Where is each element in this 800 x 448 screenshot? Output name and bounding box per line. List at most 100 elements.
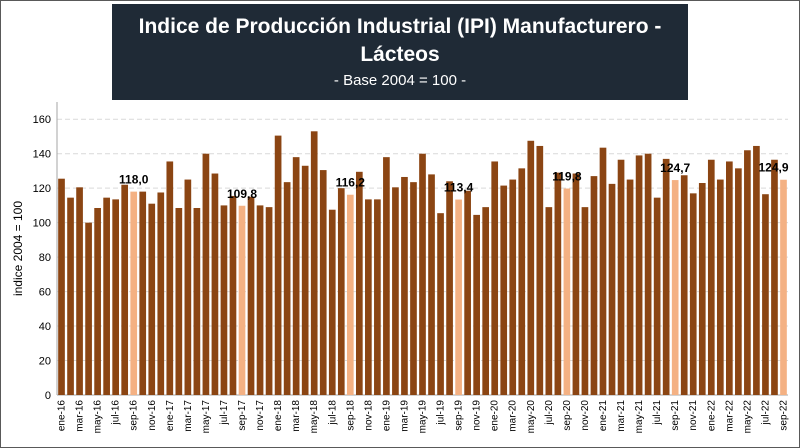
x-tick-label: nov-18 <box>363 400 374 431</box>
y-tick-label: 80 <box>39 252 51 264</box>
bar <box>563 188 571 395</box>
bar <box>310 131 318 396</box>
x-tick-label: ene-16 <box>57 400 68 432</box>
bar <box>581 207 589 395</box>
bar <box>76 187 83 395</box>
bar <box>139 191 147 395</box>
x-tick-label: ene-18 <box>273 400 284 432</box>
bar <box>545 207 553 395</box>
bar <box>166 161 174 395</box>
bar <box>554 172 562 395</box>
x-tick-label: mar-22 <box>724 400 735 432</box>
bar <box>355 171 363 395</box>
bar <box>744 150 751 395</box>
bar <box>671 180 679 395</box>
bar <box>328 209 336 395</box>
bar <box>85 222 92 395</box>
bar <box>509 179 517 395</box>
x-tick-label: sep-18 <box>345 400 356 431</box>
x-tick-label: jul-17 <box>219 400 230 426</box>
y-axis-label: indice 2004 = 100 <box>11 201 25 296</box>
chart-subtitle: - Base 2004 = 100 - <box>333 72 467 89</box>
x-tick-label: jul-20 <box>544 400 555 426</box>
data-label: 124,7 <box>660 161 690 175</box>
bar <box>374 199 381 395</box>
x-tick-label: mar-16 <box>75 400 86 432</box>
data-label: 118,0 <box>119 173 149 187</box>
bar <box>572 173 580 395</box>
bar <box>401 176 408 395</box>
x-tick-label: ene-17 <box>165 400 176 432</box>
x-tick-label: ene-19 <box>381 400 392 432</box>
data-label: 113,4 <box>444 181 474 195</box>
bar <box>265 207 273 395</box>
bar <box>211 173 219 395</box>
title-box: Indice de Producción Industrial (IPI) Ma… <box>112 4 688 100</box>
x-tick-label: mar-21 <box>616 400 627 432</box>
x-tick-label: mar-17 <box>183 400 194 432</box>
x-tick-label: jul-19 <box>436 400 447 426</box>
bar <box>726 161 733 395</box>
x-tick-label: ene-21 <box>598 400 609 432</box>
bar <box>193 207 201 395</box>
x-tick-label: mar-19 <box>399 400 410 432</box>
bar <box>175 207 183 395</box>
bar <box>220 205 228 395</box>
x-tick-label: may-22 <box>742 400 753 434</box>
bar <box>762 194 769 395</box>
x-tick-label: sep-21 <box>670 400 681 431</box>
bar <box>771 159 778 395</box>
bar <box>157 192 165 395</box>
bar <box>780 179 787 395</box>
bar <box>473 214 480 395</box>
bar <box>689 193 697 395</box>
y-tick-label: 20 <box>39 356 51 368</box>
bar <box>301 165 309 395</box>
x-tick-label: sep-20 <box>562 400 573 431</box>
bar <box>446 181 453 395</box>
bar <box>383 157 390 395</box>
bar <box>518 168 526 395</box>
x-tick-label: mar-18 <box>291 400 302 432</box>
bar <box>247 196 255 395</box>
bar <box>283 182 291 395</box>
y-tick-label: 0 <box>45 390 51 402</box>
bar <box>437 213 444 395</box>
x-tick-label: sep-16 <box>129 400 140 431</box>
x-tick-label: may-20 <box>526 400 537 434</box>
bar <box>635 155 643 395</box>
bar <box>617 159 625 395</box>
bar <box>337 188 345 395</box>
bar <box>184 179 192 395</box>
bar <box>455 199 462 395</box>
data-label: 119,8 <box>552 170 582 184</box>
bar <box>58 178 65 395</box>
x-tick-label: sep-19 <box>454 400 465 431</box>
y-tick-label: 40 <box>39 321 51 333</box>
y-tick-label: 160 <box>33 114 51 126</box>
chart-title: Indice de Producción Industrial (IPI) Ma… <box>138 15 662 66</box>
y-tick-label: 120 <box>33 183 51 195</box>
bar <box>229 195 237 395</box>
y-tick-label: 60 <box>39 287 51 299</box>
bar <box>238 205 246 395</box>
data-label: 109,8 <box>227 187 257 201</box>
bar <box>428 174 435 395</box>
bar <box>707 159 715 395</box>
bar <box>410 182 417 395</box>
y-tick-label: 140 <box>33 149 51 161</box>
bar <box>392 187 399 395</box>
x-tick-label: nov-20 <box>580 400 591 431</box>
bar <box>590 176 598 395</box>
bar <box>67 197 74 395</box>
bar <box>202 153 210 395</box>
bar <box>698 183 706 395</box>
x-tick-label: may-21 <box>634 400 645 434</box>
x-tick-label: ene-22 <box>706 400 717 432</box>
x-tick-label: may-19 <box>418 400 429 434</box>
x-tick-label: jul-21 <box>652 400 663 426</box>
bar <box>608 183 616 395</box>
bar <box>626 179 634 395</box>
bar <box>121 184 129 395</box>
